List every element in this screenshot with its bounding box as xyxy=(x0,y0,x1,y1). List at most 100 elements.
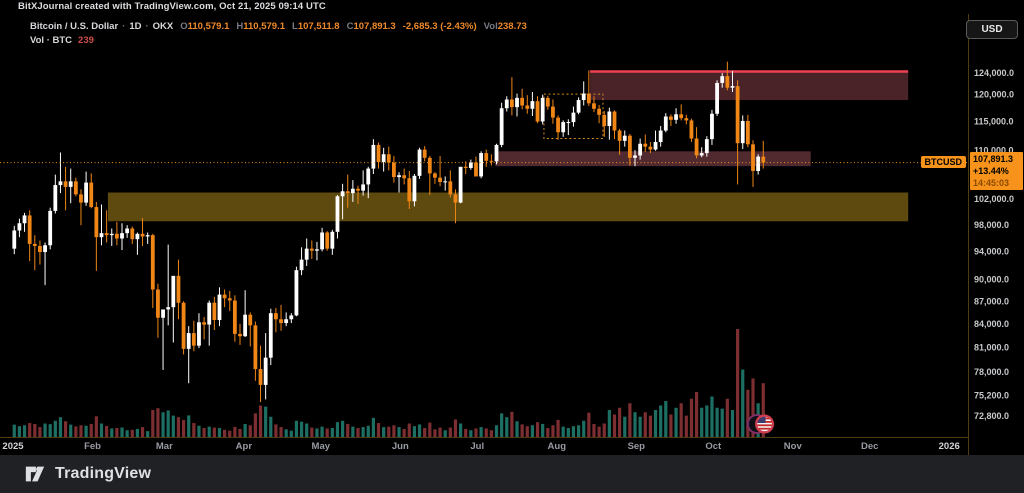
volume-bar xyxy=(464,428,468,437)
time-axis-labels[interactable]: 2025 Feb Mar Apr May Jun Jul Aug Sep Oct Nov Dec 202… xyxy=(2,441,959,452)
tradingview-logo-icon[interactable] xyxy=(24,463,46,485)
volume-bar xyxy=(151,410,155,437)
upper-supply-zone-box[interactable] xyxy=(590,71,909,101)
candle-body xyxy=(376,144,381,162)
candle-body xyxy=(350,188,355,194)
exchange-label: OKX xyxy=(152,21,174,32)
volume-bar xyxy=(607,410,611,437)
candle-body xyxy=(674,114,678,120)
volume-bar xyxy=(243,423,247,437)
candle-body xyxy=(663,116,668,131)
candle-body xyxy=(22,215,27,224)
candle-body xyxy=(725,76,730,88)
candle-body xyxy=(84,182,89,203)
volume-bar xyxy=(217,428,222,437)
candle-body xyxy=(238,333,242,337)
volume-bar xyxy=(181,419,186,437)
price-tick-label: 78,000.0 xyxy=(974,367,1009,377)
candle-body xyxy=(509,99,514,108)
volume-bar xyxy=(541,423,545,437)
candle-body xyxy=(294,270,299,316)
volume-bar xyxy=(99,423,104,437)
volume-bar xyxy=(653,410,658,437)
candle-body xyxy=(417,149,422,176)
candle-body xyxy=(232,300,237,334)
candle-body xyxy=(617,130,622,141)
candle-body xyxy=(89,182,94,208)
candle-body xyxy=(258,369,263,385)
candle-body xyxy=(145,235,150,237)
volume-bar xyxy=(694,392,699,437)
volume-bar xyxy=(705,405,709,437)
candle-body xyxy=(689,120,694,139)
currency-toggle-button[interactable]: USD xyxy=(966,20,1018,39)
volume-bar xyxy=(484,428,488,437)
legend-symbol-row[interactable]: Bitcoin / U.S. Dollar · 1D · OKX O110,57… xyxy=(30,20,527,34)
volume-bar xyxy=(146,431,150,437)
demand-zone-box[interactable] xyxy=(107,192,909,222)
volume-bar xyxy=(89,423,93,437)
volume-bar xyxy=(479,427,483,437)
tradingview-brand-text[interactable]: TradingView xyxy=(55,465,152,482)
volume-bar xyxy=(710,396,714,437)
candle-body xyxy=(463,166,468,168)
volume-bar xyxy=(258,405,263,437)
volume-bar xyxy=(730,410,735,437)
candle-body xyxy=(27,215,32,244)
candle-body xyxy=(597,108,602,115)
candle-body xyxy=(114,233,119,239)
candle-body xyxy=(197,322,201,346)
candle-body xyxy=(612,111,617,131)
price-axis-labels[interactable]: 124,000.0 120,000.0 115,000.0 110,000.0 102,… xyxy=(974,68,1014,421)
volume-bar xyxy=(510,411,514,437)
volume-bar xyxy=(341,420,345,437)
candle-body xyxy=(571,112,576,123)
time-tick-label: Dec xyxy=(861,441,878,452)
event-marker-us-flag-icon[interactable] xyxy=(755,414,775,434)
candle-body xyxy=(366,168,371,185)
symbol-price-marker: BTCUSD xyxy=(920,156,966,168)
candle-body xyxy=(289,315,294,320)
volume-bar xyxy=(387,426,391,437)
volume-bar xyxy=(505,417,509,437)
candle-body xyxy=(161,309,165,318)
volume-bar xyxy=(279,427,283,437)
time-tick-label: Sep xyxy=(628,441,646,452)
volume-bar xyxy=(315,428,319,437)
legend-volume-row[interactable]: Vol · BTC 239 xyxy=(30,34,527,48)
candle-body xyxy=(176,275,181,303)
interval-label: 1D xyxy=(129,21,142,32)
candle-body xyxy=(438,177,442,182)
volume-bar xyxy=(684,415,688,437)
time-tick-label: Feb xyxy=(84,441,101,452)
candle-body xyxy=(274,313,278,320)
volume-bar xyxy=(223,429,227,437)
candle-body xyxy=(243,314,248,337)
symbol-title: Bitcoin / U.S. Dollar xyxy=(30,21,119,32)
candle-body xyxy=(279,319,283,324)
candle-body xyxy=(489,160,494,162)
candle-body xyxy=(576,100,581,113)
volume-bar xyxy=(135,428,140,437)
candle-body xyxy=(17,223,22,231)
volume-bar xyxy=(556,419,560,437)
candle-body xyxy=(371,144,376,169)
candle-body xyxy=(381,154,386,162)
candle-body xyxy=(699,153,704,156)
candle-body xyxy=(740,120,745,144)
volume-readout: Vol238.73 xyxy=(483,21,527,32)
candle-body xyxy=(448,181,453,195)
candle-body xyxy=(756,156,761,171)
volume-bar xyxy=(761,383,765,437)
volume-bar xyxy=(679,403,683,437)
candle-body xyxy=(340,191,345,197)
volume-bar xyxy=(751,378,755,437)
candle-body xyxy=(520,97,525,106)
candle-body xyxy=(156,289,160,318)
last-price-value: 107,891.3 xyxy=(973,154,1014,164)
candle-body xyxy=(453,194,458,203)
time-tick-label: 2025 xyxy=(2,441,24,452)
volume-bar xyxy=(566,428,570,437)
candle-body xyxy=(427,157,432,174)
